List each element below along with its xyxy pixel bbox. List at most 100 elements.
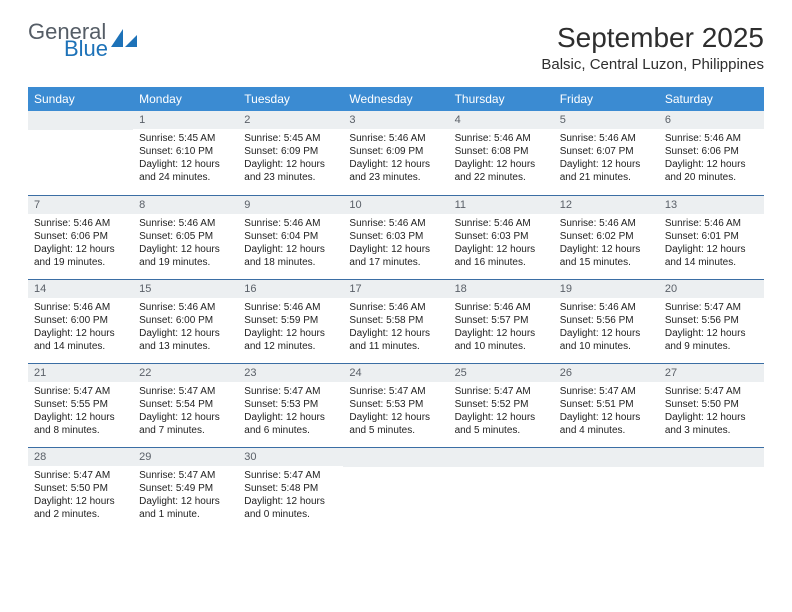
day-number: 3 (343, 111, 448, 129)
sunset-text: Sunset: 6:09 PM (244, 145, 337, 158)
day-number: 21 (28, 364, 133, 382)
daylight-text: Daylight: 12 hours and 6 minutes. (244, 411, 337, 437)
day-data: Sunrise: 5:46 AMSunset: 6:05 PMDaylight:… (133, 214, 238, 275)
day-number: 4 (449, 111, 554, 129)
sunrise-text: Sunrise: 5:47 AM (665, 385, 758, 398)
sunset-text: Sunset: 5:49 PM (139, 482, 232, 495)
daylight-text: Daylight: 12 hours and 17 minutes. (349, 243, 442, 269)
calendar-day-cell: 11Sunrise: 5:46 AMSunset: 6:03 PMDayligh… (449, 195, 554, 279)
day-data: Sunrise: 5:46 AMSunset: 5:57 PMDaylight:… (449, 298, 554, 359)
calendar-day-cell: 9Sunrise: 5:46 AMSunset: 6:04 PMDaylight… (238, 195, 343, 279)
daylight-text: Daylight: 12 hours and 22 minutes. (455, 158, 548, 184)
day-number: 18 (449, 280, 554, 298)
sunset-text: Sunset: 6:00 PM (34, 314, 127, 327)
calendar-day-cell: 21Sunrise: 5:47 AMSunset: 5:55 PMDayligh… (28, 363, 133, 447)
sunset-text: Sunset: 6:03 PM (455, 230, 548, 243)
day-number: 22 (133, 364, 238, 382)
day-number: 17 (343, 280, 448, 298)
sunrise-text: Sunrise: 5:46 AM (139, 217, 232, 230)
daylight-text: Daylight: 12 hours and 14 minutes. (34, 327, 127, 353)
calendar-day-cell: 29Sunrise: 5:47 AMSunset: 5:49 PMDayligh… (133, 447, 238, 531)
calendar-day-cell: 14 Sunrise: 5:46 AMSunset: 6:00 PMDayligh… (28, 279, 133, 363)
sunset-text: Sunset: 5:50 PM (665, 398, 758, 411)
daylight-text: Daylight: 12 hours and 14 minutes. (665, 243, 758, 269)
day-data: Sunrise: 5:46 AMSunset: 6:06 PMDaylight:… (659, 129, 764, 190)
calendar-day-cell: 25Sunrise: 5:47 AMSunset: 5:52 PMDayligh… (449, 363, 554, 447)
calendar-week-row: 14Sunrise: 5:46 AMSunset: 6:00 PMDayligh… (28, 279, 764, 363)
day-data: Sunrise: 5:46 AMSunset: 6:02 PMDaylight:… (554, 214, 659, 275)
day-data: Sunrise: 5:47 AMSunset: 5:55 PMDaylight:… (28, 382, 133, 443)
day-data: Sunrise: 5:47 AMSunset: 5:49 PMDaylight:… (133, 466, 238, 527)
daylight-text: Daylight: 12 hours and 12 minutes. (244, 327, 337, 353)
day-number: 24 (343, 364, 448, 382)
day-number: 30 (238, 448, 343, 466)
sunrise-text: Sunrise: 5:46 AM (349, 217, 442, 230)
day-number: 12 (554, 196, 659, 214)
day-data: Sunrise: 5:46 AMSunset: 5:56 PMDaylight:… (554, 298, 659, 359)
day-number: 8 (133, 196, 238, 214)
daylight-text: Daylight: 12 hours and 8 minutes. (34, 411, 127, 437)
day-number (343, 448, 448, 467)
day-data: Sunrise: 5:46 AMSunset: 6:03 PMDaylight:… (449, 214, 554, 275)
weekday-header: Monday (133, 87, 238, 111)
calendar-empty-cell (659, 447, 764, 531)
calendar-day-cell: 3Sunrise: 5:46 AMSunset: 6:09 PMDaylight… (343, 111, 448, 195)
calendar-empty-cell (28, 111, 133, 195)
day-data: Sunrise: 5:47 AMSunset: 5:56 PMDaylight:… (659, 298, 764, 359)
calendar-day-cell: 1Sunrise: 5:45 AMSunset: 6:10 PMDaylight… (133, 111, 238, 195)
day-data: Sunrise: 5:47 AMSunset: 5:54 PMDaylight:… (133, 382, 238, 443)
day-number: 13 (659, 196, 764, 214)
sunset-text: Sunset: 5:50 PM (34, 482, 127, 495)
sunset-text: Sunset: 6:01 PM (665, 230, 758, 243)
daylight-text: Daylight: 12 hours and 11 minutes. (349, 327, 442, 353)
day-number: 29 (133, 448, 238, 466)
day-data: Sunrise: 5:47 AMSunset: 5:50 PMDaylight:… (659, 382, 764, 443)
day-data: Sunrise: 5:46 AMSunset: 5:58 PMDaylight:… (343, 298, 448, 359)
daylight-text: Daylight: 12 hours and 15 minutes. (560, 243, 653, 269)
day-data: Sunrise: 5:47 AMSunset: 5:50 PMDaylight:… (28, 466, 133, 527)
day-number: 2 (238, 111, 343, 129)
weekday-header: Thursday (449, 87, 554, 111)
day-number: 15 (133, 280, 238, 298)
calendar-empty-cell (449, 447, 554, 531)
sunrise-text: Sunrise: 5:47 AM (244, 469, 337, 482)
calendar-table: SundayMondayTuesdayWednesdayThursdayFrid… (28, 87, 764, 531)
sunrise-text: Sunrise: 5:46 AM (455, 301, 548, 314)
sunrise-text: Sunrise: 5:47 AM (139, 469, 232, 482)
day-data: Sunrise: 5:45 AMSunset: 6:10 PMDaylight:… (133, 129, 238, 190)
sunrise-text: Sunrise: 5:46 AM (455, 132, 548, 145)
brand-logo: General Blue (28, 22, 137, 60)
daylight-text: Daylight: 12 hours and 9 minutes. (665, 327, 758, 353)
day-data: Sunrise: 5:46 AMSunset: 6:07 PMDaylight:… (554, 129, 659, 190)
sunrise-text: Sunrise: 5:45 AM (244, 132, 337, 145)
location-subtitle: Balsic, Central Luzon, Philippines (541, 56, 764, 73)
daylight-text: Daylight: 12 hours and 13 minutes. (139, 327, 232, 353)
logo-sail-icon (111, 29, 137, 56)
day-data: Sunrise: 5:46 AMSunset: 6:00 PMDaylight:… (133, 298, 238, 359)
day-number: 14 (28, 280, 133, 298)
sunset-text: Sunset: 6:09 PM (349, 145, 442, 158)
calendar-day-cell: 4Sunrise: 5:46 AMSunset: 6:08 PMDaylight… (449, 111, 554, 195)
sunrise-text: Sunrise: 5:46 AM (665, 132, 758, 145)
day-number: 7 (28, 196, 133, 214)
sunrise-text: Sunrise: 5:46 AM (349, 301, 442, 314)
day-data: Sunrise: 5:47 AMSunset: 5:53 PMDaylight:… (238, 382, 343, 443)
day-number: 11 (449, 196, 554, 214)
calendar-day-cell: 20Sunrise: 5:47 AMSunset: 5:56 PMDayligh… (659, 279, 764, 363)
logo-word-blue: Blue (64, 39, 108, 60)
calendar-day-cell: 26Sunrise: 5:47 AMSunset: 5:51 PMDayligh… (554, 363, 659, 447)
day-number: 19 (554, 280, 659, 298)
day-data: Sunrise: 5:47 AMSunset: 5:52 PMDaylight:… (449, 382, 554, 443)
weekday-header: Sunday (28, 87, 133, 111)
calendar-day-cell: 17Sunrise: 5:46 AMSunset: 5:58 PMDayligh… (343, 279, 448, 363)
day-number: 25 (449, 364, 554, 382)
sunset-text: Sunset: 6:06 PM (34, 230, 127, 243)
day-number: 5 (554, 111, 659, 129)
day-number: 6 (659, 111, 764, 129)
sunrise-text: Sunrise: 5:46 AM (560, 132, 653, 145)
sunrise-text: Sunrise: 5:47 AM (34, 469, 127, 482)
sunset-text: Sunset: 6:06 PM (665, 145, 758, 158)
daylight-text: Daylight: 12 hours and 23 minutes. (244, 158, 337, 184)
calendar-day-cell: 16Sunrise: 5:46 AMSunset: 5:59 PMDayligh… (238, 279, 343, 363)
sunrise-text: Sunrise: 5:46 AM (34, 301, 127, 314)
